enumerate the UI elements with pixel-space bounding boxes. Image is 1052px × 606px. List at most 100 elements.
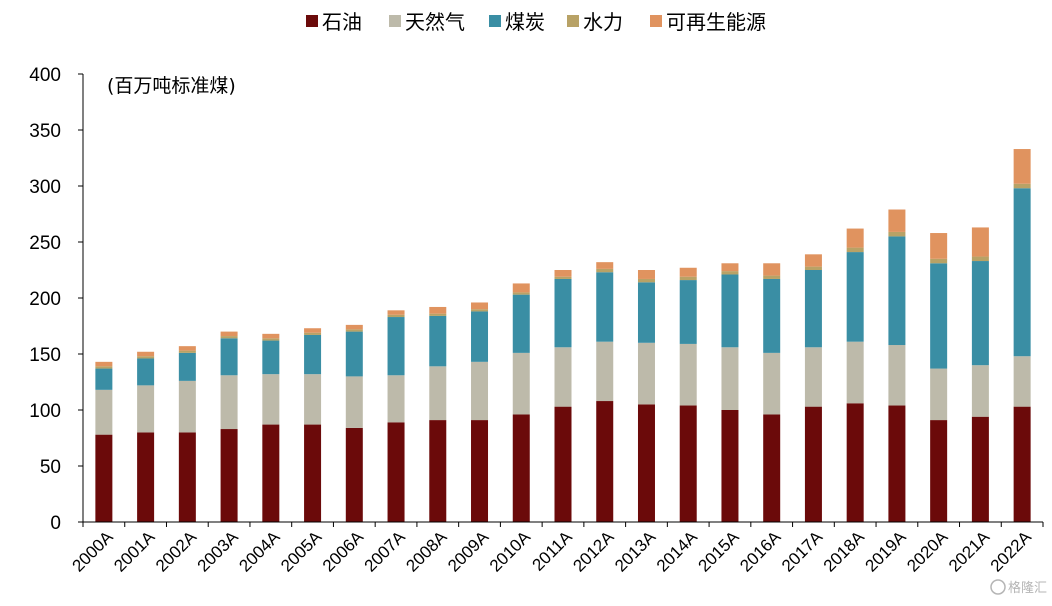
y-tick-label: 250 — [29, 233, 61, 254]
bar-segment — [888, 231, 906, 237]
bar-segment — [930, 233, 948, 259]
bar-segment — [262, 424, 280, 522]
bar-segment — [220, 336, 238, 339]
legend-label: 水力 — [583, 10, 623, 34]
bar-segment — [220, 338, 238, 376]
bar-segment — [971, 365, 989, 417]
bar-segment — [846, 228, 864, 248]
bar-segment — [471, 361, 489, 421]
bar-segment — [596, 401, 614, 522]
legend-label: 石油 — [322, 10, 362, 34]
x-tick-label: 2015A — [695, 527, 744, 576]
bar-segment — [345, 331, 363, 377]
bar-segment — [554, 406, 572, 522]
bar-segment — [387, 375, 405, 423]
bar-segment — [95, 389, 113, 435]
bar-segment — [888, 405, 906, 522]
x-tick-label: 2014A — [653, 527, 702, 576]
bar-segment — [721, 271, 739, 275]
legend-label: 煤炭 — [505, 10, 545, 34]
bar-segment — [220, 429, 238, 522]
y-tick-label: 0 — [50, 513, 61, 534]
bar-segment — [429, 315, 447, 367]
bar-segment — [930, 368, 948, 421]
x-tick-label: 2004A — [235, 527, 284, 576]
legend-swatch — [650, 15, 662, 27]
bar-segment — [345, 329, 363, 332]
x-axis: 2000A2001A2002A2003A2004A2005A2006A2007A… — [68, 521, 1044, 576]
bar-segment — [512, 352, 530, 415]
bar-segment — [471, 420, 489, 522]
bar-segment — [721, 347, 739, 410]
bar-segment — [387, 314, 405, 318]
bar-segment — [679, 405, 697, 522]
bar-segment — [554, 276, 572, 279]
bar-segment — [888, 236, 906, 346]
bar-segment — [721, 274, 739, 348]
bar-segment — [679, 276, 697, 281]
bar-segment — [1013, 406, 1031, 522]
bar-segment — [930, 420, 948, 522]
bar-segment — [220, 375, 238, 430]
bar-segment — [1013, 188, 1031, 357]
bar-segment — [512, 294, 530, 353]
bar-segment — [387, 422, 405, 522]
bar-segment — [679, 343, 697, 406]
x-tick-label: 2019A — [862, 527, 911, 576]
bar-segment — [95, 366, 113, 369]
legend-swatch — [567, 15, 579, 27]
bar-segment — [345, 427, 363, 522]
bar-segment — [304, 424, 322, 522]
bar-segment — [763, 278, 781, 353]
y-tick-label: 150 — [29, 345, 61, 366]
bar-segment — [596, 262, 614, 269]
x-tick-label: 2010A — [486, 527, 535, 576]
x-tick-label: 2011A — [529, 527, 577, 575]
bar-segment — [1013, 183, 1031, 189]
bar-segment — [888, 209, 906, 232]
bar-segment — [637, 270, 655, 279]
bar-segment — [471, 309, 489, 312]
x-tick-label: 2003A — [194, 527, 243, 576]
bar-segment — [137, 432, 155, 522]
bar-segment — [471, 302, 489, 310]
bar-segment — [137, 358, 155, 386]
bar-segment — [304, 374, 322, 425]
y-axis: 0 50 100 150 200 250 300 350 400 — [29, 65, 84, 534]
y-tick-label: 50 — [40, 457, 61, 478]
bar-segment — [345, 324, 363, 330]
bar-segment — [846, 247, 864, 253]
bar-segment — [763, 414, 781, 522]
bar-segment — [637, 278, 655, 283]
y-tick-label: 300 — [29, 177, 61, 198]
x-tick-label: 2008A — [402, 527, 451, 576]
bar-segment — [971, 256, 989, 262]
x-tick-label: 2017A — [778, 527, 827, 576]
bar-segment — [512, 414, 530, 522]
legend-swatch — [389, 15, 401, 27]
bar-segment — [763, 352, 781, 415]
bar-segment — [512, 292, 530, 295]
x-tick-label: 2022A — [987, 527, 1036, 576]
bar-segment — [804, 254, 822, 267]
bar-segment — [471, 311, 489, 362]
bar-segment — [637, 342, 655, 405]
bar-segment — [554, 278, 572, 348]
watermark: 格隆汇 — [990, 579, 1047, 596]
bar-segment — [804, 270, 822, 348]
bar-segment — [846, 403, 864, 522]
x-tick-label: 2001A — [110, 527, 159, 576]
x-tick-label: 2013A — [611, 527, 660, 576]
x-tick-label: 2020A — [903, 527, 952, 576]
bar-segment — [95, 361, 113, 367]
bar-segment — [178, 432, 196, 522]
bar-segment — [429, 366, 447, 421]
bar-segment — [137, 351, 155, 357]
x-tick-label: 2006A — [319, 527, 368, 576]
bar-segment — [971, 261, 989, 366]
bar-segment — [930, 258, 948, 264]
y-tick-label: 200 — [29, 289, 61, 310]
x-tick-label: 2018A — [820, 527, 869, 576]
x-tick-label: 2000A — [68, 527, 117, 576]
bar-segment — [304, 332, 322, 335]
